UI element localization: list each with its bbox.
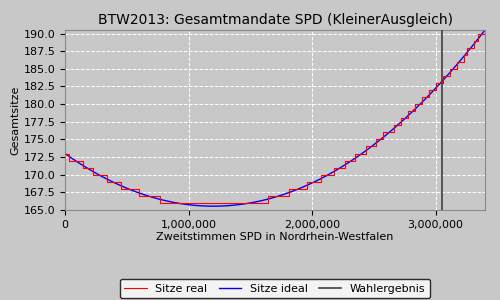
Y-axis label: Gesamtsitze: Gesamtsitze [10,85,20,155]
Sitze real [475,32,481,35]
Sitze real [482,32,488,35]
Sitze ideal [62,152,68,155]
Sitze ideal [335,167,341,171]
Sitze real [402,116,407,120]
Sitze real [62,152,68,155]
Sitze real [156,201,162,205]
Title: BTW2013: Gesamtmandate SPD (KleinerAusgleich): BTW2013: Gesamtmandate SPD (KleinerAusgl… [98,14,452,27]
Sitze ideal [482,28,488,32]
Line: Sitze real: Sitze real [65,34,485,203]
Sitze real [307,180,313,184]
Sitze real [412,102,418,106]
Sitze ideal [376,139,382,143]
X-axis label: Zweitstimmen SPD in Nordrhein-Westfalen: Zweitstimmen SPD in Nordrhein-Westfalen [156,232,394,242]
Legend: Sitze real, Sitze ideal, Wahlergebnis: Sitze real, Sitze ideal, Wahlergebnis [120,279,430,298]
Sitze ideal [138,192,144,196]
Sitze ideal [314,179,320,182]
Sitze real [118,187,124,190]
Sitze ideal [408,112,414,115]
Line: Sitze ideal: Sitze ideal [65,30,485,206]
Sitze ideal [222,204,228,208]
Sitze real [366,145,372,148]
Sitze ideal [210,204,216,208]
Sitze real [356,152,362,155]
